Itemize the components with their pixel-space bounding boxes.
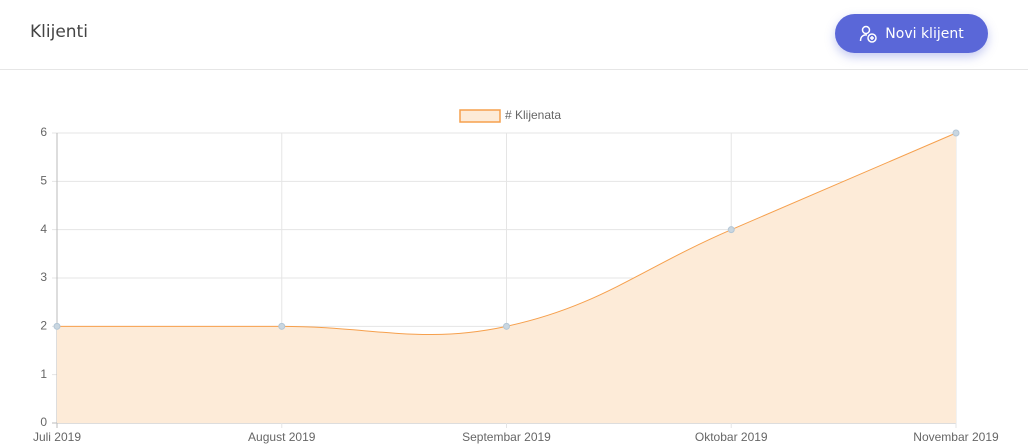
y-tick-label: 6 (40, 125, 47, 139)
point (727, 226, 735, 234)
y-tick-label: 1 (40, 367, 47, 381)
y-tick-label: 3 (40, 270, 47, 284)
x-tick-label: Juli 2019 (33, 430, 81, 444)
new-client-button[interactable]: Novi klijent (835, 14, 988, 53)
y-tick-label: 2 (40, 319, 47, 333)
x-tick-label: Oktobar 2019 (695, 430, 768, 444)
x-tick-label: August 2019 (248, 430, 316, 444)
legend-swatch (459, 109, 501, 123)
user-plus-icon (860, 25, 878, 43)
point (53, 322, 61, 330)
x-tick-label: Novembar 2019 (913, 430, 999, 444)
button-label[interactable]: Novi klijent (885, 25, 964, 42)
y-tick-label: 4 (40, 222, 47, 236)
area (57, 133, 956, 423)
y-tick-label: 5 (40, 174, 47, 188)
chart: 0 1 2 3 4 5 6 Juli 2019 August 2019 Septembar 201… (33, 108, 999, 444)
legend-label: # Klijenata (505, 108, 561, 122)
x-tick-label: Septembar 2019 (462, 430, 551, 444)
point (503, 322, 510, 330)
header: Klijenti Novi klijent (0, 0, 1028, 70)
point (952, 129, 960, 137)
page-title: Klijenti (30, 22, 88, 42)
point (278, 322, 286, 330)
y-tick-label: 0 (40, 415, 47, 429)
